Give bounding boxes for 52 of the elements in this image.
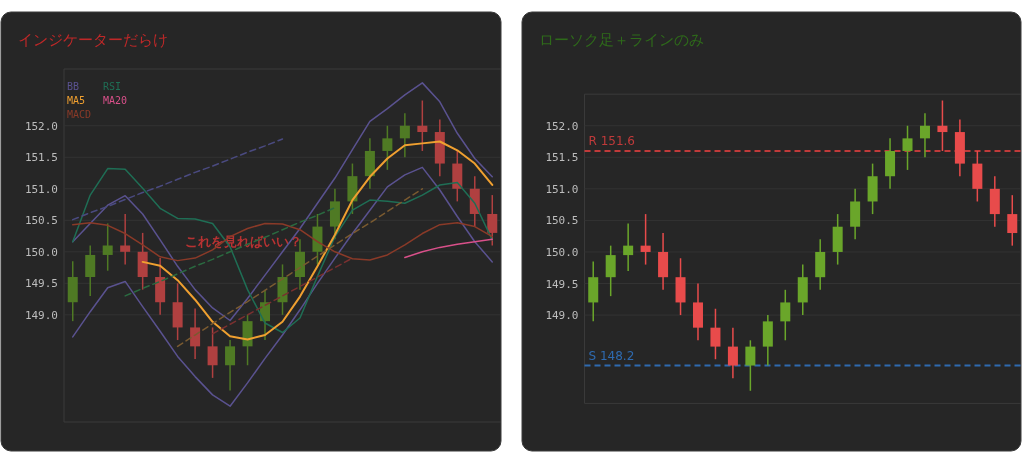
y-tick-label: 151.0 [545, 182, 579, 196]
y-tick-label: 151.0 [24, 182, 58, 196]
text: MA5 [67, 95, 86, 106]
candlestick [640, 213, 651, 266]
line-series [71, 222, 494, 262]
candlestick [727, 326, 738, 379]
candlestick [382, 124, 393, 171]
candlestick [710, 308, 721, 360]
candlestick [399, 112, 410, 158]
candlestick [902, 125, 913, 171]
candlestick [487, 194, 498, 247]
y-tick-label: 150.5 [24, 214, 58, 228]
candlestick [605, 244, 616, 297]
y-tick-label: 149.5 [545, 277, 579, 291]
candlestick [85, 244, 96, 297]
y-tick-label: 151.5 [24, 151, 58, 165]
chart-title: インジケーターだらけ [18, 31, 168, 49]
y-tick-label: 149.0 [545, 309, 579, 323]
line-series [404, 238, 494, 259]
y-tick-label: 150.0 [24, 245, 58, 259]
candlestick [937, 99, 948, 152]
candlestick [780, 289, 791, 342]
y-tick-label: 149.0 [24, 308, 58, 322]
candlestick [207, 326, 218, 379]
text: MACD [67, 109, 92, 120]
line-series [71, 166, 494, 407]
y-tick-label: 149.5 [24, 277, 58, 291]
y-tick-label: 151.5 [545, 151, 579, 165]
candlestick [919, 112, 930, 159]
candlestick [190, 307, 201, 360]
text: MA20 [103, 95, 128, 106]
candlestick [1007, 194, 1018, 247]
line-series [71, 167, 494, 334]
y-tick-label: 152.0 [24, 119, 58, 133]
candlestick [225, 339, 236, 392]
y-tick-label: 152.0 [545, 119, 579, 133]
candlestick [745, 339, 756, 392]
line-series [176, 188, 424, 348]
y-tick-label: 150.5 [545, 214, 579, 228]
text: RSI [103, 81, 122, 92]
candlestick [417, 99, 428, 152]
y-tick-label: 150.0 [545, 245, 579, 259]
candlestick [120, 213, 131, 266]
annotation: これを見ればいい？ [185, 233, 303, 249]
line-series [71, 138, 284, 221]
line-series [211, 257, 354, 335]
candlestick [623, 222, 634, 272]
ref-line-label: R 151.6 [588, 133, 636, 148]
candlestick [102, 222, 113, 272]
ref-line-label: S 148.2 [588, 348, 635, 363]
chart-title: ローソク足＋ラインのみ [539, 31, 704, 49]
text: BB [67, 81, 80, 92]
